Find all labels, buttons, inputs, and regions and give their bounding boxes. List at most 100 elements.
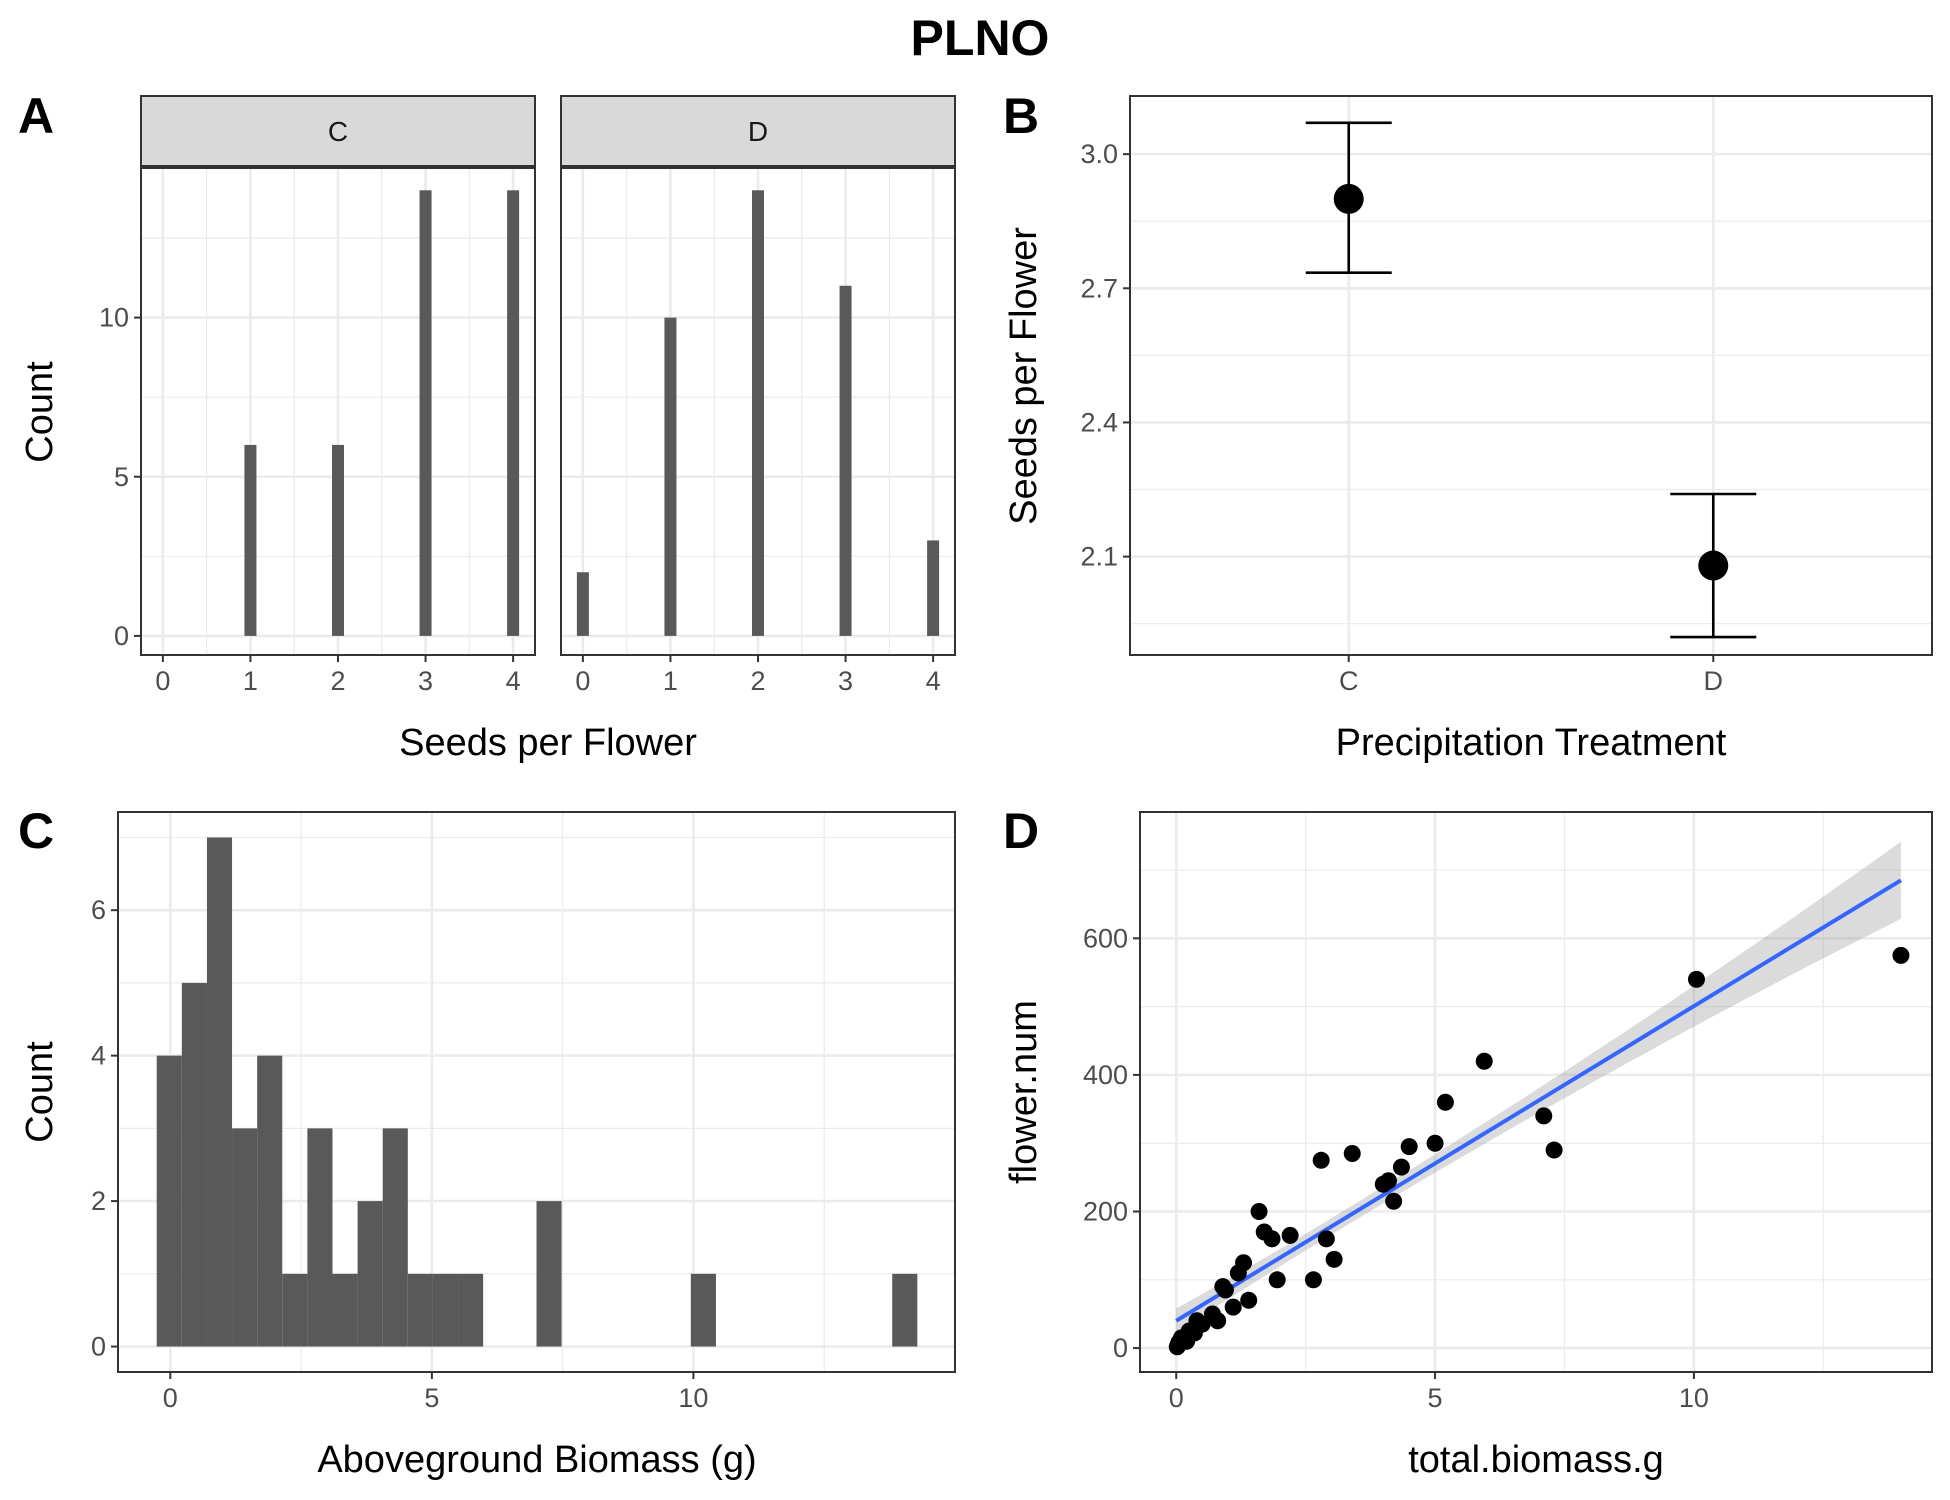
panel-a-faceted-histogram: C 0 1 2 3 4 0 5 10 D 0 1 2 3 4 Seeds per Flower Count <box>19 95 956 764</box>
panel-d-ytick-label: 0 <box>1113 1333 1128 1363</box>
data-point <box>1687 970 1705 988</box>
data-point <box>1379 1172 1397 1190</box>
mean-point <box>1698 550 1729 581</box>
data-point <box>1281 1226 1299 1244</box>
panel-tag-a: A <box>18 88 54 144</box>
histogram-bar <box>419 190 432 636</box>
panel-d-y-axis-title: flower.num <box>1003 1000 1045 1184</box>
facet-strip-label: D <box>748 116 768 147</box>
histogram-bin <box>282 1273 308 1347</box>
regression-line <box>1175 878 1902 1323</box>
panel-tag-c: C <box>18 803 54 859</box>
histogram-bar <box>576 572 589 636</box>
panel-d-ytick-label: 200 <box>1083 1197 1128 1227</box>
panel-b-ytick-label: 2.4 <box>1080 407 1118 437</box>
histogram-bin <box>206 837 233 1347</box>
histogram-bar <box>752 190 764 636</box>
panel-d-ytick-label: 600 <box>1083 923 1128 953</box>
data-point <box>1392 1158 1410 1176</box>
panel-d-biomass-flower-scatter: 0 5 10 0 200 400 600 total.biomass.g flower.num <box>1003 811 1933 1481</box>
panel-d-border <box>1139 811 1933 1373</box>
histogram-bin <box>357 1201 383 1347</box>
data-point <box>1224 1298 1242 1316</box>
histogram-bar <box>664 317 677 636</box>
panel-c-ytick-label: 2 <box>91 1186 106 1216</box>
histogram-bin <box>892 1273 918 1347</box>
panel-b-ytick-label: 2.7 <box>1080 273 1118 303</box>
data-point <box>1343 1144 1361 1162</box>
facet-strip <box>140 95 536 167</box>
panel-d-x-axis-title: total.biomass.g <box>1408 1439 1664 1481</box>
panel-tag-d: D <box>1003 803 1039 859</box>
histogram-bin <box>458 1273 484 1347</box>
data-point <box>1268 1271 1286 1289</box>
panel-d-xtick-label: 5 <box>1428 1383 1443 1413</box>
histogram-bin <box>257 1055 283 1347</box>
data-point <box>1240 1291 1258 1309</box>
panel-b-mean-errorbar-plot: C D 2.1 2.4 2.7 3.0 Precipitation Treatment See… <box>1003 95 1933 764</box>
facet-strip <box>560 95 956 167</box>
histogram-bin <box>382 1128 408 1347</box>
panel-c-xtick-label: 5 <box>424 1383 439 1413</box>
histogram-bin <box>307 1128 333 1347</box>
facet-xtick-label: 0 <box>155 666 170 696</box>
histogram-bin <box>232 1128 258 1347</box>
data-point <box>1317 1230 1335 1248</box>
data-point <box>1325 1250 1343 1268</box>
data-point <box>1216 1281 1234 1299</box>
facet-xtick-label: 0 <box>575 666 590 696</box>
panel-a-x-axis-title: Seeds per Flower <box>399 722 697 764</box>
data-point <box>1385 1192 1403 1210</box>
facet-strip-label: C <box>328 116 348 147</box>
facet-xtick-label: 1 <box>243 666 258 696</box>
panel-b-xtick-label: D <box>1704 666 1724 696</box>
panel-b-y-axis-title: Seeds per Flower <box>1003 227 1045 525</box>
histogram-bar <box>839 285 852 636</box>
histogram-bin <box>407 1273 433 1347</box>
histogram-bar <box>927 540 940 636</box>
histogram-bin <box>690 1273 716 1347</box>
panel-c-y-axis-title: Count <box>19 1041 61 1143</box>
facet-xtick-label: 1 <box>663 666 678 696</box>
data-point <box>1426 1134 1444 1152</box>
panel-b-xtick-label: C <box>1339 666 1359 696</box>
mean-point <box>1333 183 1364 214</box>
panel-a-ytick-label: 5 <box>114 462 129 492</box>
histogram-bar <box>244 444 257 636</box>
data-point <box>1235 1254 1253 1272</box>
panel-d-xtick-label: 0 <box>1169 1383 1184 1413</box>
panel-c-xtick-label: 10 <box>678 1383 708 1413</box>
data-point <box>1400 1138 1418 1156</box>
data-point <box>1436 1093 1454 1111</box>
data-point <box>1312 1151 1330 1169</box>
histogram-bin <box>536 1201 562 1347</box>
histogram-bin <box>156 1055 182 1347</box>
panel-a-ytick-label: 10 <box>99 303 129 333</box>
panel-c-ytick-label: 0 <box>91 1332 106 1362</box>
facet-xtick-label: 2 <box>330 666 345 696</box>
data-point <box>1304 1271 1322 1289</box>
panel-c-ytick-label: 6 <box>91 895 106 925</box>
panel-b-border <box>1129 95 1933 656</box>
facet-xtick-label: 2 <box>750 666 765 696</box>
panel-c-xtick-label: 0 <box>163 1383 178 1413</box>
panel-c-x-axis-title: Aboveground Biomass (g) <box>317 1439 756 1481</box>
histogram-bin <box>181 982 207 1347</box>
panel-d-ytick-label: 400 <box>1083 1060 1128 1090</box>
data-point <box>1545 1141 1563 1159</box>
panel-c-biomass-histogram: 0 5 10 0 2 4 6 Aboveground Biomass (g) Count <box>19 811 956 1481</box>
panel-tag-b: B <box>1003 88 1039 144</box>
panel-c-border <box>117 811 956 1373</box>
facet-d: D 0 1 2 3 4 <box>560 95 956 696</box>
panel-a-y-axis-title: Count <box>19 361 61 463</box>
panel-b-ytick-label: 2.1 <box>1080 542 1118 572</box>
data-point <box>1263 1230 1281 1248</box>
histogram-bin <box>332 1273 358 1347</box>
histogram-bin <box>432 1273 459 1347</box>
data-point <box>1209 1312 1227 1330</box>
panel-b-ytick-label: 3.0 <box>1080 139 1118 169</box>
data-point <box>1250 1203 1268 1221</box>
data-point <box>1892 946 1910 964</box>
facet-xtick-label: 3 <box>838 666 853 696</box>
